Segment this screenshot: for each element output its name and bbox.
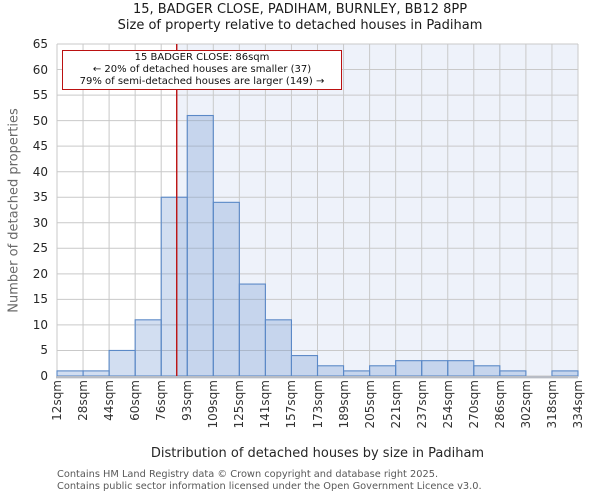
y-tick-label: 15 — [32, 292, 48, 307]
y-tick-label: 50 — [32, 113, 48, 128]
bar — [238, 283, 266, 377]
bar — [212, 201, 240, 377]
chart-title: 15, BADGER CLOSE, PADIHAM, BURNLEY, BB12… — [132, 2, 468, 17]
annotation-line-1: 15 BADGER CLOSE: 86sqm — [134, 52, 270, 63]
y-tick-label: 40 — [32, 164, 48, 179]
bar — [473, 365, 501, 377]
bar — [160, 196, 188, 377]
bar — [186, 114, 214, 377]
marker-annotation-box: 15 BADGER CLOSE: 86sqm ← 20% of detached… — [62, 50, 342, 91]
y-tick-label: 30 — [32, 215, 48, 230]
annotation-line-2: ← 20% of detached houses are smaller (37… — [92, 63, 312, 75]
bar — [134, 319, 162, 377]
bar — [316, 365, 345, 377]
bar — [342, 370, 371, 377]
y-tick-label: 45 — [32, 139, 48, 154]
bar — [447, 360, 475, 377]
bar — [395, 360, 423, 377]
y-tick-label: 25 — [32, 241, 48, 256]
y-tick-label: 5 — [40, 343, 48, 358]
attribution-line-2: Contains public sector information licen… — [57, 480, 482, 492]
y-tick-label: 55 — [32, 88, 48, 103]
bar — [290, 355, 319, 377]
y-tick-label: 10 — [32, 317, 48, 332]
bar — [369, 365, 397, 377]
x-axis-title: Distribution of detached houses by size … — [150, 446, 485, 461]
shaded-region — [176, 44, 579, 376]
y-tick-label: 65 — [32, 37, 48, 51]
x-tick-label: 334sqm — [571, 380, 585, 429]
bar — [82, 370, 110, 377]
bar — [499, 370, 527, 377]
chart-subtitle: Size of property relative to detached ho… — [117, 18, 483, 33]
y-tick-label: 60 — [32, 62, 48, 77]
bar — [108, 349, 136, 377]
y-tick-label: 0 — [40, 369, 48, 383]
bar — [421, 360, 449, 377]
bar — [551, 370, 579, 377]
bar — [56, 370, 84, 377]
y-tick-label: 35 — [32, 190, 48, 205]
attribution-text: Contains HM Land Registry data © Crown c… — [57, 469, 482, 493]
bar — [264, 319, 292, 377]
annotation-line-3: 79% of semi-detached houses are larger (… — [79, 75, 325, 87]
y-tick-label: 20 — [32, 266, 48, 281]
attribution-line-1: Contains HM Land Registry data © Crown c… — [57, 469, 439, 480]
